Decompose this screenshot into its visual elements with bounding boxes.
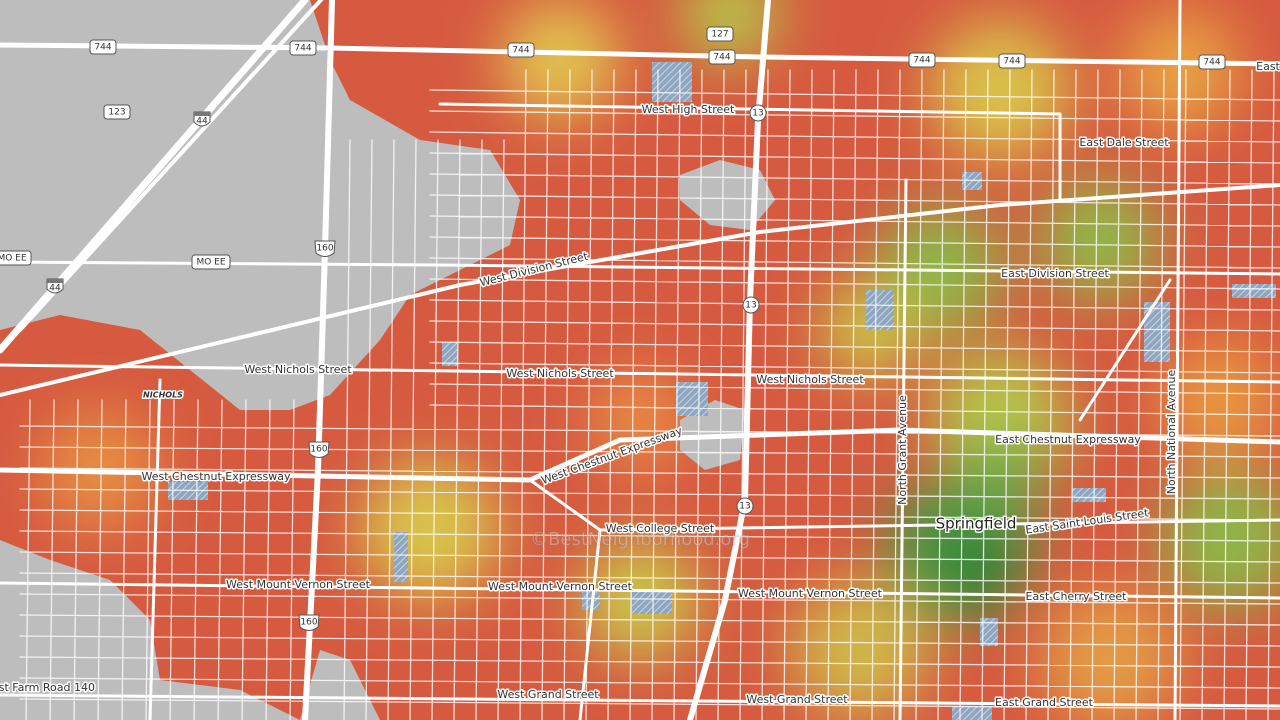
route-shield: 744 (507, 42, 535, 58)
shield-number: 44 (196, 117, 208, 127)
road-shield (507, 42, 535, 58)
shield-number: 127 (711, 30, 728, 40)
street-label: West High Street (642, 103, 735, 116)
road-shield (908, 52, 936, 68)
route-shield: 744 (89, 39, 117, 55)
us-shield (308, 441, 330, 458)
state-shield (742, 296, 760, 314)
route-shield: 160 (308, 441, 330, 458)
minor-streets (19, 69, 1280, 720)
route-shield: MO EE (0, 250, 32, 266)
route-shield: 44 (46, 278, 64, 294)
road-shield (191, 254, 231, 270)
road-shield (706, 26, 734, 42)
street-label: West College Street (606, 522, 715, 535)
shield-number: MO EE (196, 258, 225, 268)
route-shield: 127 (706, 26, 734, 42)
shield-number: 744 (94, 43, 111, 53)
street-label: East Cherry Street (1026, 590, 1128, 603)
route-shield: 160 (314, 240, 336, 257)
street-label: West Mount Vernon Street (226, 578, 371, 591)
us-shield (298, 614, 320, 631)
route-shield: MO EE (191, 254, 231, 270)
street-label: East (1256, 60, 1280, 73)
street-label: North National Avenue (1165, 370, 1178, 495)
watermark: ©BestNeighborhood.org (530, 529, 750, 550)
street-label: East Farm Road 140 (0, 681, 95, 694)
route-shield: 13 (749, 104, 767, 122)
interstate-band (194, 112, 210, 116)
shield-number: 44 (49, 284, 61, 294)
shield-number: 744 (713, 53, 730, 63)
state-shield (736, 497, 754, 515)
road-shield (708, 49, 736, 65)
route-shield: 744 (289, 40, 317, 56)
route-shield: 744 (908, 52, 936, 68)
route-shield: 744 (1198, 54, 1226, 70)
street-label: West Mount Vernon Street (488, 580, 633, 593)
shield-number: 744 (913, 56, 930, 66)
street-label: West Chestnut Expressway (142, 470, 291, 483)
shield-number: 13 (739, 502, 750, 512)
street-label: West Nichols Street (756, 373, 864, 386)
route-shield: 744 (708, 49, 736, 65)
road-shield (289, 40, 317, 56)
street-label: East Chestnut Expressway (995, 433, 1141, 446)
shield-number: 160 (310, 445, 327, 455)
road-shield (1198, 54, 1226, 70)
street-label: East Division Street (1001, 267, 1109, 280)
street-grid (19, 69, 1280, 720)
route-shield: 160 (298, 614, 320, 631)
street-label: West Nichols Street (244, 363, 352, 376)
shield-number: 13 (745, 301, 756, 311)
route-shield: 13 (742, 296, 760, 314)
shield-number: 744 (1203, 58, 1220, 68)
street-label: East Dale Street (1079, 136, 1169, 149)
road-shield (103, 104, 131, 120)
road-shield (89, 39, 117, 55)
shield-number: 160 (300, 618, 317, 628)
route-shield: 44 (193, 111, 211, 127)
route-shield: 744 (998, 53, 1026, 69)
road-shield (0, 250, 32, 266)
shield-number: 744 (512, 46, 529, 56)
shield-number: 13 (752, 109, 763, 119)
street-label: West Grand Street (746, 693, 848, 706)
state-shield (749, 104, 767, 122)
street-label: NICHOLS (143, 391, 183, 400)
shield-number: 744 (1003, 57, 1020, 67)
street-label: West Grand Street (497, 688, 599, 701)
street-label: North Grant Avenue (896, 395, 909, 505)
interstate-band (47, 279, 63, 283)
street-label: West Mount Vernon Street (738, 587, 883, 600)
shield-number: MO EE (0, 254, 27, 264)
street-label: West Nichols Street (506, 367, 614, 380)
road-shield (998, 53, 1026, 69)
route-shield: 13 (736, 497, 754, 515)
route-shield: 123 (103, 104, 131, 120)
us-shield (314, 240, 336, 257)
shield-number: 744 (294, 44, 311, 54)
city-label: Springfield (936, 515, 1017, 533)
shield-number: 123 (108, 108, 125, 118)
shield-number: 160 (316, 244, 333, 254)
street-label: East Grand Street (995, 696, 1094, 709)
